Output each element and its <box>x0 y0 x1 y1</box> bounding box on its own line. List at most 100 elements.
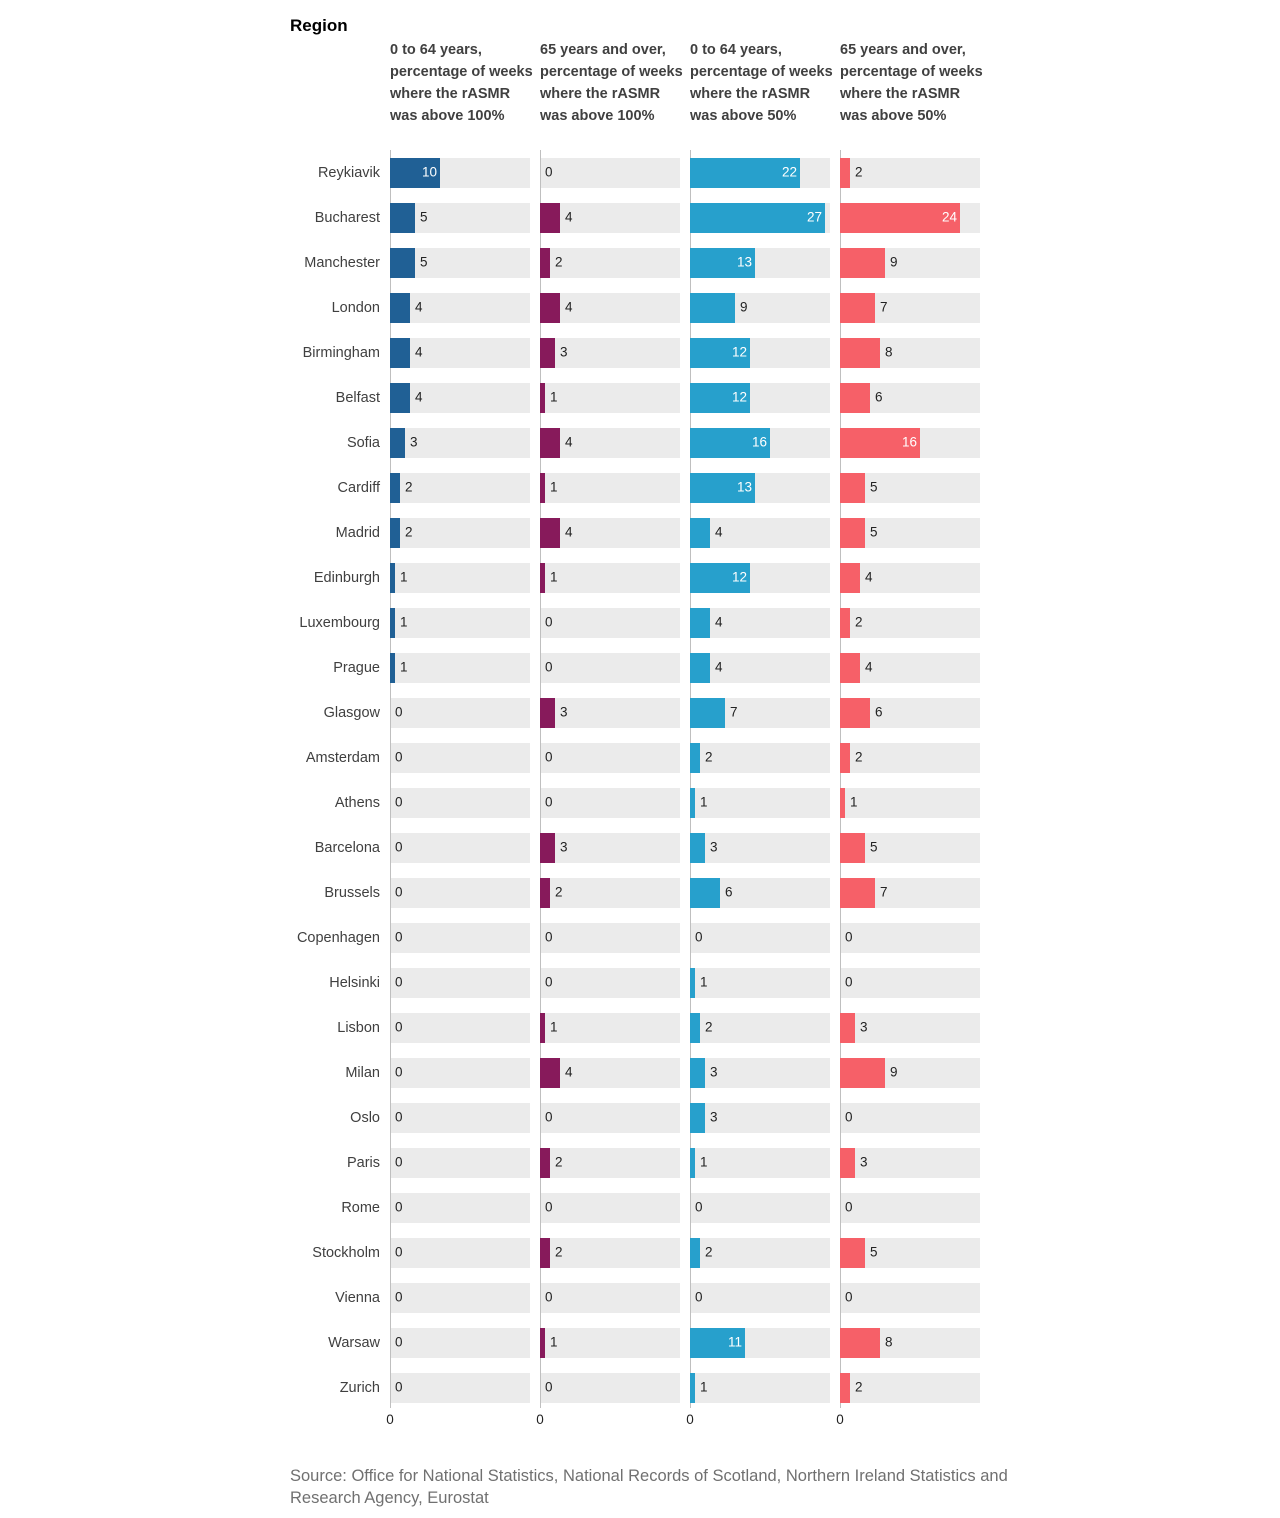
bar <box>540 698 555 728</box>
bar-track <box>390 383 530 413</box>
category-label: Sofia <box>347 435 381 451</box>
data-label: 4 <box>565 300 573 315</box>
data-label: 1 <box>700 1155 708 1170</box>
data-label: 4 <box>565 435 573 450</box>
data-label: 0 <box>545 165 553 180</box>
bar <box>840 1148 855 1178</box>
bar-track <box>390 698 530 728</box>
series-header-3: 0 to 64 years, percentage of weeks where… <box>690 42 833 124</box>
data-label: 1 <box>700 795 708 810</box>
series-header-2: 65 years and over, percentage of weeks w… <box>540 42 683 124</box>
bar <box>840 1013 855 1043</box>
bar <box>690 1058 705 1088</box>
data-label: 1 <box>850 795 858 810</box>
data-label: 1 <box>550 390 558 405</box>
data-label: 2 <box>555 885 563 900</box>
category-label: Manchester <box>304 255 380 271</box>
bar <box>540 383 545 413</box>
data-label: 2 <box>705 750 713 765</box>
bar <box>690 1148 695 1178</box>
data-label: 6 <box>725 885 733 900</box>
data-label: 0 <box>845 1110 853 1125</box>
bar <box>690 293 735 323</box>
category-label: Birmingham <box>303 345 380 361</box>
data-label: 3 <box>560 840 568 855</box>
bar <box>540 1148 550 1178</box>
bar <box>540 428 560 458</box>
bar <box>690 563 750 593</box>
data-label: 24 <box>942 210 958 225</box>
data-label: 1 <box>550 1335 558 1350</box>
data-label: 12 <box>732 390 747 405</box>
data-label: 16 <box>902 435 917 450</box>
category-label: Warsaw <box>328 1335 380 1351</box>
bar <box>540 563 545 593</box>
data-label: 2 <box>855 615 863 630</box>
data-label: 2 <box>705 1020 713 1035</box>
bar-track <box>540 428 680 458</box>
data-label: 0 <box>545 1110 553 1125</box>
bar <box>390 338 410 368</box>
data-label: 4 <box>415 390 423 405</box>
bar <box>690 203 825 233</box>
bar <box>540 833 555 863</box>
data-label: 4 <box>565 210 573 225</box>
bar-track <box>840 158 980 188</box>
data-label: 4 <box>565 1065 573 1080</box>
bar-track <box>390 428 530 458</box>
bar <box>690 743 700 773</box>
data-label: 0 <box>395 885 403 900</box>
data-label: 0 <box>545 660 553 675</box>
data-label: 0 <box>395 1110 403 1125</box>
data-label: 5 <box>870 525 878 540</box>
data-label: 4 <box>415 300 423 315</box>
data-label: 0 <box>395 930 403 945</box>
category-label: Reykiavik <box>318 165 381 181</box>
data-label: 27 <box>807 210 822 225</box>
category-label: Cardiff <box>338 480 381 496</box>
bar <box>390 518 400 548</box>
bar-track <box>690 608 830 638</box>
bar-track <box>390 473 530 503</box>
bar-track <box>540 563 680 593</box>
data-label: 0 <box>545 1290 553 1305</box>
bar-track <box>540 968 680 998</box>
data-label: 12 <box>732 345 747 360</box>
bar <box>540 203 560 233</box>
bar <box>390 653 395 683</box>
bar-track <box>540 1283 680 1313</box>
data-label: 16 <box>752 435 767 450</box>
bar <box>840 698 870 728</box>
data-label: 0 <box>395 750 403 765</box>
data-label: 0 <box>545 975 553 990</box>
bar <box>390 563 395 593</box>
bar <box>840 383 870 413</box>
data-label: 0 <box>395 1020 403 1035</box>
bar-track <box>690 1148 830 1178</box>
data-label: 0 <box>545 795 553 810</box>
bar <box>690 1013 700 1043</box>
bar-track <box>840 608 980 638</box>
data-label: 3 <box>710 1065 718 1080</box>
bar <box>540 1328 545 1358</box>
bar-track <box>540 878 680 908</box>
bar-track <box>690 743 830 773</box>
data-label: 5 <box>420 255 428 270</box>
bar <box>390 203 415 233</box>
data-label: 10 <box>422 165 437 180</box>
chart-title: Region <box>290 16 348 35</box>
bar-track <box>540 743 680 773</box>
bar-track <box>540 1058 680 1088</box>
data-label: 0 <box>545 1200 553 1215</box>
data-label: 3 <box>710 1110 718 1125</box>
bar-track <box>840 743 980 773</box>
bar <box>840 1238 865 1268</box>
bar <box>690 338 750 368</box>
data-label: 3 <box>710 840 718 855</box>
category-label: Luxembourg <box>299 615 380 631</box>
bar-track <box>690 1013 830 1043</box>
data-label: 0 <box>395 1065 403 1080</box>
bar <box>690 428 770 458</box>
bar-track <box>390 1373 530 1403</box>
